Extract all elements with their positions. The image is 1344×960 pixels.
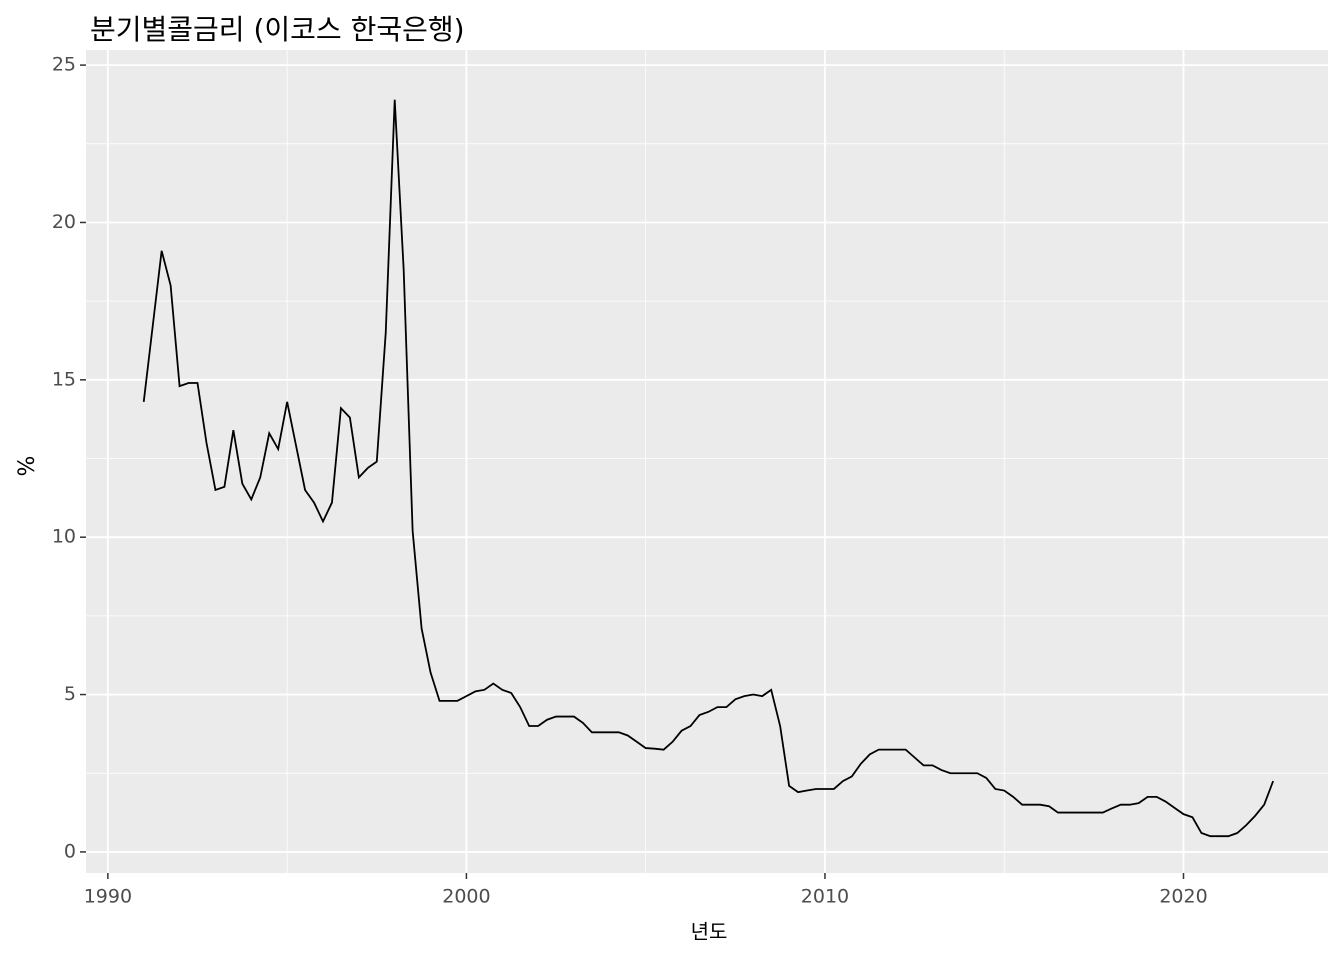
y-tick-label: 15	[52, 368, 76, 390]
y-tick-label: 25	[52, 54, 76, 76]
y-axis-label: %	[15, 456, 40, 477]
x-tick-label: 2020	[1159, 886, 1207, 908]
chart-title: 분기별콜금리 (이코스 한국은행)	[90, 13, 465, 46]
y-tick-label: 5	[64, 683, 76, 705]
y-tick-label: 10	[52, 526, 76, 548]
x-tick-label: 2000	[442, 886, 490, 908]
y-tick-label: 20	[52, 211, 76, 233]
line	[142, 99, 1274, 838]
x-axis-label: 년도	[691, 920, 728, 944]
y-tick-label: 0	[64, 840, 76, 862]
x-tick-label: 1990	[84, 886, 132, 908]
panel	[86, 50, 1328, 873]
x-tick-label: 2010	[801, 886, 849, 908]
